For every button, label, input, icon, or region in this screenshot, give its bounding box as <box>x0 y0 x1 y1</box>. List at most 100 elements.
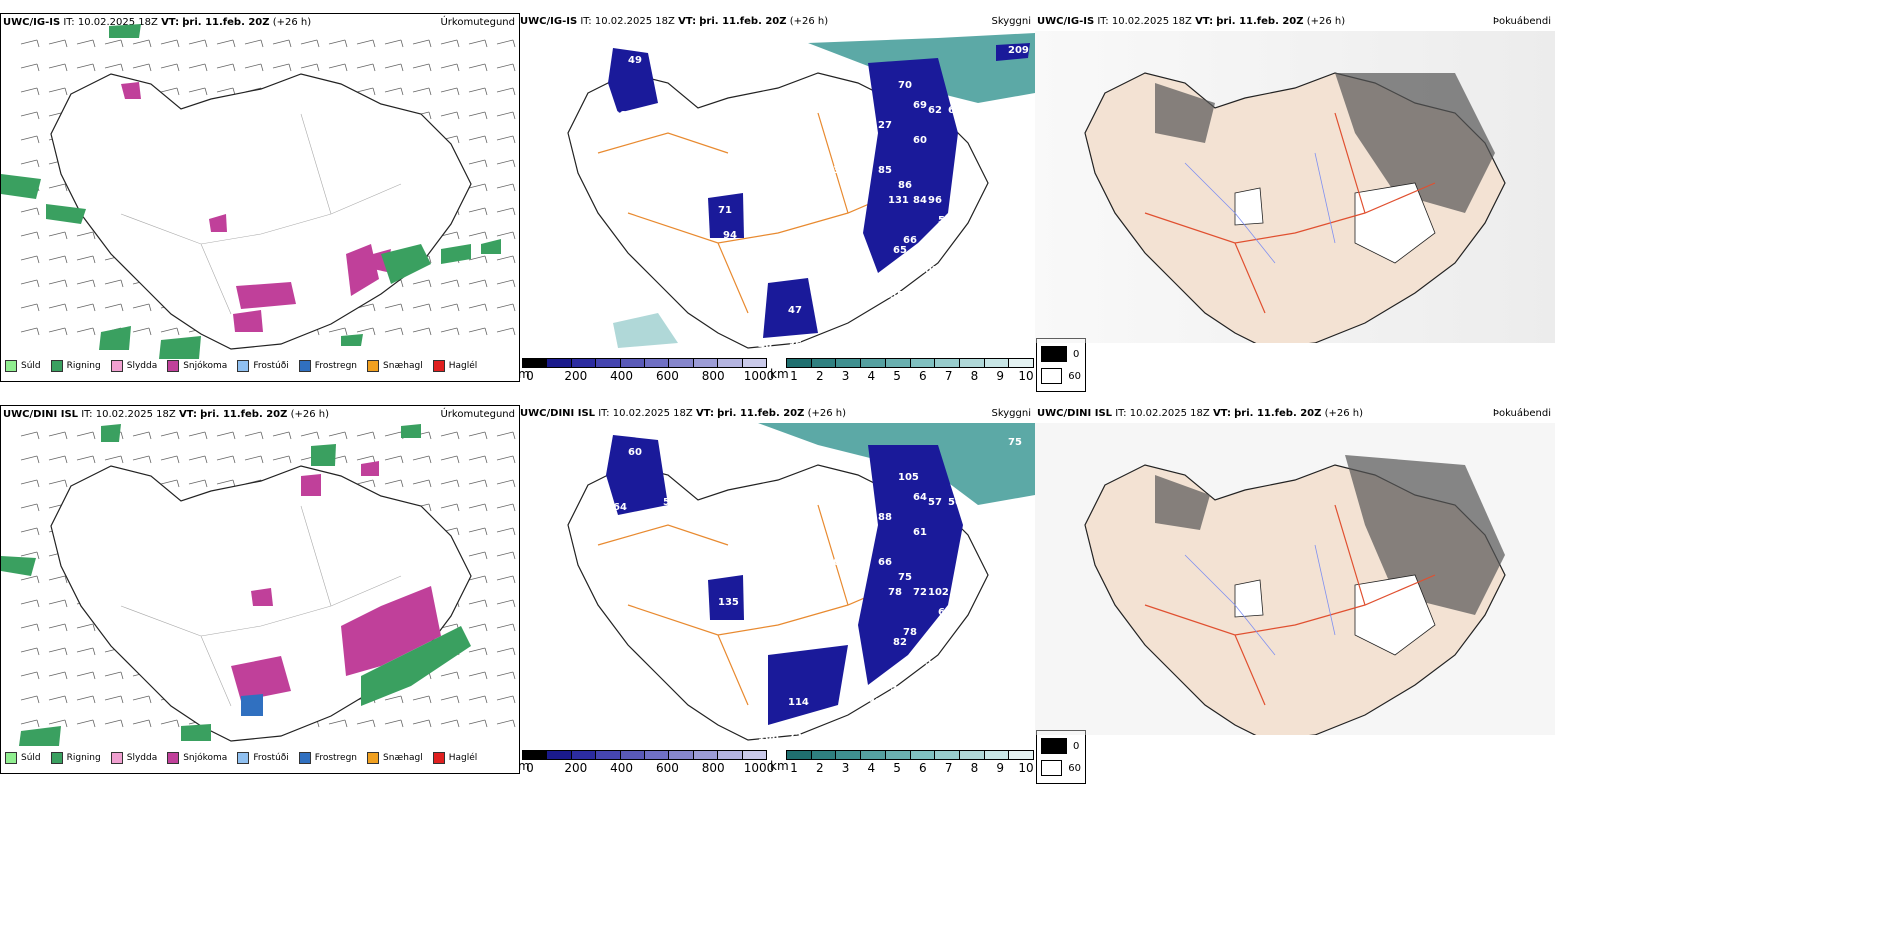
visibility-value-label: 69 <box>913 100 927 111</box>
colorbar-tick: 3 <box>841 369 850 380</box>
fog-legend-bottom: 0 60 <box>1036 730 1086 784</box>
colorbar-tick: 1000 <box>743 761 775 772</box>
wind-barb <box>160 39 180 48</box>
wind-barb <box>496 63 516 72</box>
wind-barb <box>188 431 208 440</box>
wind-barb <box>132 431 152 440</box>
legend-swatch <box>5 360 17 372</box>
visibility-value-label: 84 <box>913 195 927 206</box>
wind-barb <box>412 303 432 312</box>
colorbar-swatch <box>861 359 886 367</box>
visibility-value-label: 66 <box>833 557 847 568</box>
wind-barb <box>440 695 460 704</box>
wind-barb <box>160 87 180 96</box>
colorbar-swatch <box>910 359 936 367</box>
legend-item: Súld <box>5 752 41 764</box>
wind-barb <box>440 327 460 336</box>
panel-header: UWC/IG-IS IT: 10.02.2025 18Z VT: þri. 11… <box>1037 16 1346 27</box>
wind-barb <box>496 39 516 48</box>
wind-barb <box>272 455 292 464</box>
wind-barb <box>48 455 68 464</box>
colorbar-swatch <box>861 751 886 759</box>
wind-barb <box>160 431 180 440</box>
colorbar-tick: 7 <box>944 369 953 380</box>
precip-map <box>1 24 516 359</box>
colorbar-swatch <box>620 751 646 759</box>
visibility-value-label: 72 <box>788 732 802 743</box>
wind-barb <box>328 719 348 728</box>
wind-barb <box>496 207 516 216</box>
legend-label: Frostúði <box>253 361 289 371</box>
colorbar-swatch <box>523 751 548 759</box>
wind-barb <box>328 327 348 336</box>
wind-barb <box>412 327 432 336</box>
legend-item: Haglél <box>432 360 478 372</box>
rain-areas <box>1 424 471 746</box>
visibility-value-label: 90 <box>893 275 907 286</box>
colorbar-swatch <box>571 359 597 367</box>
legend-swatch <box>298 360 311 372</box>
legend-label: Rigning <box>66 361 101 371</box>
wind-barb <box>20 623 40 632</box>
legend-item: Rigning <box>50 360 101 372</box>
low-visibility-areas <box>608 43 1030 338</box>
wind-barb <box>356 455 376 464</box>
roads <box>1144 112 1436 314</box>
wind-barb <box>20 63 40 72</box>
visibility-value-label: 108 <box>723 622 744 633</box>
wind-barb <box>76 231 96 240</box>
wind-barb <box>76 255 96 264</box>
wind-barb <box>216 479 236 488</box>
wind-barb <box>76 647 96 656</box>
wind-barb <box>76 39 96 48</box>
colorbar-swatch <box>836 751 862 759</box>
wind-barb <box>468 479 488 488</box>
colorbar-swatch <box>984 751 1010 759</box>
visibility-colorbar: 1 2 3 4 5 6 7 8 9 10 <box>786 358 1034 380</box>
visibility-value-label: 88 <box>933 230 947 241</box>
wind-barb <box>48 279 68 288</box>
visibility-value-label: 61 <box>913 527 927 538</box>
visibility-value-label: 102 <box>928 587 949 598</box>
wind-barb <box>132 63 152 72</box>
wind-barb <box>496 671 516 680</box>
wind-barb <box>468 575 488 584</box>
legend-swatch <box>367 752 380 764</box>
wind-barb <box>300 39 320 48</box>
legend-swatch <box>432 360 445 372</box>
wind-barb <box>160 327 180 336</box>
wind-barb <box>496 303 516 312</box>
panel-type-label: Skyggni <box>991 408 1031 419</box>
wind-barb <box>468 279 488 288</box>
visibility-value-label: 64 <box>613 502 627 513</box>
colorbar-tick: 400 <box>610 369 634 380</box>
wind-barb <box>468 623 488 632</box>
wind-barb <box>468 207 488 216</box>
legend-label: Slydda <box>126 753 158 763</box>
visibility-value-label: 131 <box>888 195 909 206</box>
wind-barb <box>496 255 516 264</box>
visibility-value-label: 71 <box>718 205 732 216</box>
fog-shading <box>1155 455 1505 615</box>
wind-barb <box>384 63 404 72</box>
wind-barb <box>272 431 292 440</box>
wind-barb <box>440 455 460 464</box>
visibility-value-label: 66 <box>948 105 962 116</box>
visibility-value-label: 106 <box>758 732 779 743</box>
wind-barb <box>20 111 40 120</box>
colorbar-tick: 2 <box>815 369 824 380</box>
wind-barb <box>496 503 516 512</box>
wind-barb <box>20 207 40 216</box>
visibility-value-label: 59 <box>663 105 677 116</box>
wind-barb <box>440 303 460 312</box>
wind-barb <box>104 279 124 288</box>
colorbar-tick: 8 <box>970 761 979 772</box>
wind-barb <box>468 255 488 264</box>
visibility-value-label: 49 <box>628 55 642 66</box>
wind-barb <box>104 719 124 728</box>
wind-barb <box>384 87 404 96</box>
wind-barb <box>412 39 432 48</box>
legend-label: Haglél <box>448 361 478 371</box>
colorbar-swatch <box>885 359 911 367</box>
